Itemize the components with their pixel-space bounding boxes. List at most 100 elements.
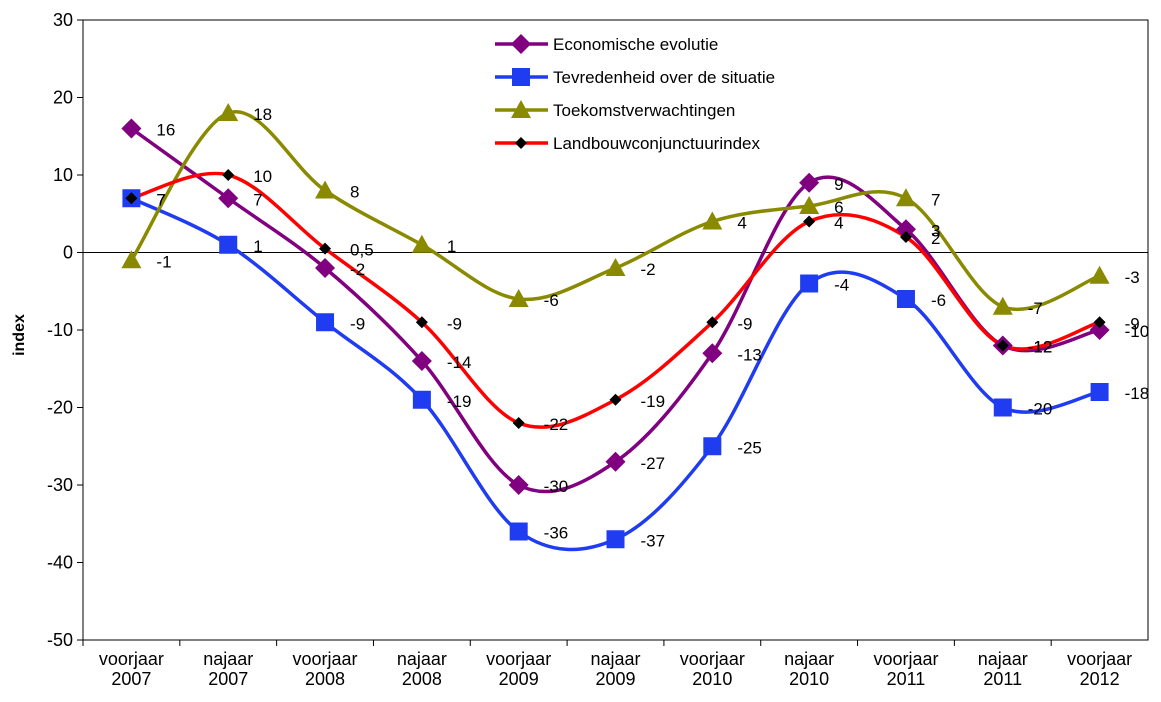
x-tick-label: voorjaar [293,649,358,669]
marker [125,192,138,205]
data-label: -6 [931,291,946,310]
x-tick-label: voorjaar [680,649,745,669]
marker [1090,383,1109,401]
x-tick-label: voorjaar [873,649,938,669]
x-tick-label: najaar [590,649,640,669]
marker [218,103,239,121]
marker [315,180,336,199]
marker [218,188,239,209]
y-tick-label: 0 [63,243,73,263]
marker [315,258,336,278]
data-label: -4 [834,276,849,295]
marker [799,172,820,193]
marker [799,196,820,214]
data-label: 16 [156,121,175,140]
series-line [130,127,1100,494]
data-label: -9 [1125,314,1140,333]
data-label: -36 [544,524,569,543]
x-tick-label: 2011 [887,669,926,689]
data-label: -1 [156,252,171,271]
marker [606,530,625,549]
marker [609,393,622,406]
marker [512,417,525,429]
marker [121,118,142,139]
y-tick-label: 10 [53,165,73,185]
data-label: -10 [1125,322,1150,341]
marker [706,316,719,329]
data-label: -12 [1028,338,1053,357]
data-label: -14 [447,353,472,372]
data-label: 18 [253,105,272,124]
data-label: -7 [1028,299,1043,318]
marker [411,234,432,253]
series-line [130,171,1101,429]
data-label: -2 [350,260,365,279]
x-tick-label: voorjaar [99,649,164,669]
data-label: -9 [350,314,365,333]
y-axis-label: index [11,314,28,356]
marker [508,475,529,495]
marker [1089,320,1110,340]
series-line [129,109,1101,311]
x-tick-label: 2010 [789,669,829,689]
x-tick-label: 2008 [305,669,345,689]
marker [703,437,722,456]
marker [222,169,235,181]
y-tick-label: -50 [47,630,73,650]
data-label: 7 [156,190,165,209]
data-label: 7 [253,190,262,209]
data-label: -25 [737,438,762,457]
x-tick-label: najaar [784,649,834,669]
x-tick-label: 2007 [208,669,248,689]
legend-label: Tevredenheid over de situatie [553,68,775,87]
data-label: 4 [737,214,746,233]
legend-label: Economische evolutie [553,35,718,54]
marker [605,451,626,472]
x-tick-label: 2011 [983,669,1022,689]
data-label: 1 [253,237,262,256]
marker [508,289,529,307]
marker [895,219,916,240]
marker [411,351,432,371]
data-label: -13 [737,345,762,364]
x-tick-label: voorjaar [486,649,551,669]
y-tick-label: -10 [47,320,73,340]
data-label: -37 [641,531,666,550]
x-tick-label: najaar [397,649,447,669]
y-tick-label: -30 [47,475,73,495]
y-tick-label: 20 [53,88,73,108]
marker [702,211,723,230]
data-label: -9 [447,314,462,333]
y-tick-label: 30 [53,10,73,30]
marker [512,68,530,86]
data-label: -20 [1028,400,1053,419]
marker [996,339,1009,352]
marker [899,231,912,243]
data-label: -2 [641,260,656,279]
marker [1089,265,1110,284]
data-label: 1 [447,237,456,256]
marker [1093,316,1106,329]
marker [412,390,431,409]
x-tick-label: najaar [978,649,1028,669]
marker [415,316,428,329]
data-label: 8 [350,183,359,202]
data-label: 0,5 [350,241,374,260]
data-label: -19 [641,392,666,411]
y-tick-label: -20 [47,398,73,418]
marker [509,522,528,541]
marker [702,343,723,364]
y-tick-label: -40 [47,553,73,573]
data-label: -3 [1125,268,1140,287]
x-tick-label: 2007 [111,669,151,689]
marker [800,274,819,293]
legend-label: Toekomstverwachtingen [553,101,735,120]
marker [515,137,527,149]
data-label: 6 [834,198,843,217]
data-label: -9 [737,314,752,333]
data-label: 7 [156,190,165,209]
x-tick-label: 2010 [692,669,732,689]
marker [121,250,142,269]
marker [992,296,1013,315]
